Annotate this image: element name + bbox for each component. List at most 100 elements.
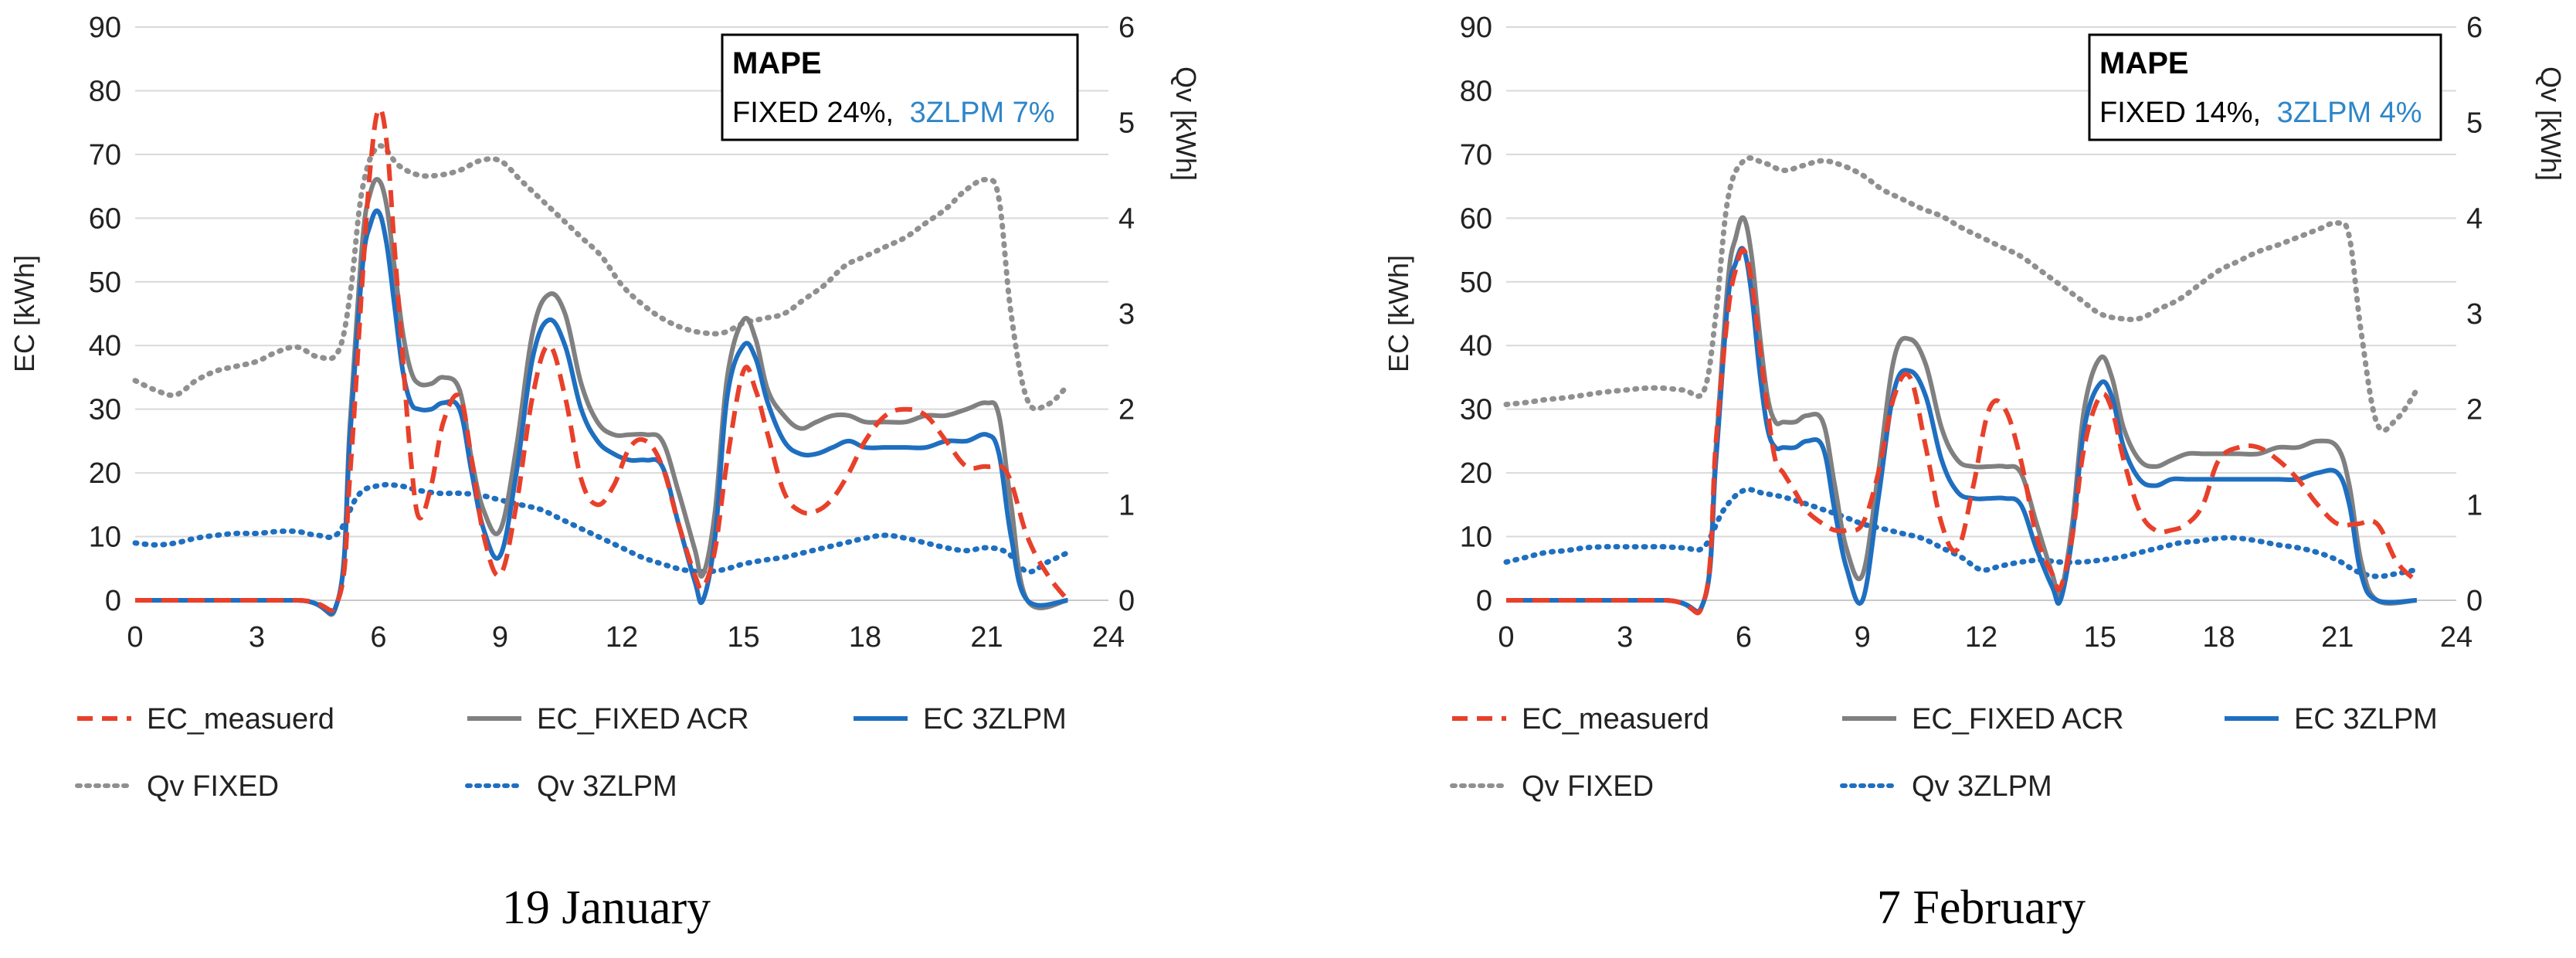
caption: 7 February — [1877, 882, 2086, 934]
left-y-tick-label: 40 — [89, 330, 121, 362]
x-tick-label: 3 — [1617, 621, 1633, 654]
x-tick-label: 18 — [849, 621, 881, 654]
right-y-tick-labels: 0 1 2 3 4 5 6 — [1118, 12, 1135, 617]
series-line-ec-3zlpm — [135, 208, 1068, 617]
series-line-qv-fixed — [132, 143, 1071, 413]
x-tick-label: 15 — [2084, 621, 2116, 654]
right-y-tick-label: 6 — [1118, 12, 1135, 44]
legend-label-ec-measured: EC_measuerd — [1522, 703, 1709, 735]
x-tick-label: 6 — [370, 621, 386, 654]
left-y-axis-title: EC [kWh] — [8, 255, 40, 372]
left-y-tick-label: 80 — [1460, 75, 1492, 107]
left-y-tick-label: 10 — [1460, 521, 1492, 554]
mape-box: MAPE FIXED 14%, 3ZLPM 4% — [2088, 33, 2442, 141]
x-tick-label: 24 — [1092, 621, 1125, 654]
right-y-tick-label: 5 — [1118, 107, 1135, 140]
mape-3zlpm: 3ZLPM 4% — [2277, 97, 2422, 129]
left-y-tick-labels: 0 10 20 30 40 50 60 70 80 90 — [89, 12, 121, 617]
legend-label-ec-measured: EC_measuerd — [147, 703, 334, 735]
x-tick-label: 21 — [970, 621, 1003, 654]
series-line-qv-3zlpm — [132, 481, 1071, 575]
mape-box-frame — [2088, 33, 2442, 141]
mape-3zlpm: 3ZLPM 7% — [910, 97, 1055, 129]
right-y-tick-label: 4 — [1118, 202, 1135, 235]
right-y-axis-title: Qv [kWh] — [2535, 66, 2567, 181]
left-y-axis-title: EC [kWh] — [1383, 255, 1414, 372]
gridlines — [1506, 26, 2456, 538]
left-y-tick-label: 70 — [1460, 139, 1492, 172]
x-tick-label: 0 — [1498, 621, 1514, 654]
x-tick-label: 0 — [127, 621, 143, 654]
right-y-tick-label: 0 — [2466, 585, 2483, 617]
right-y-tick-label: 6 — [2466, 12, 2483, 44]
right-y-tick-label: 0 — [1118, 585, 1135, 617]
right-y-tick-label: 2 — [2466, 394, 2483, 426]
right-y-tick-labels: 0 1 2 3 4 5 6 — [2466, 12, 2483, 617]
left-y-tick-label: 0 — [1476, 585, 1492, 617]
left-y-tick-label: 10 — [89, 521, 121, 554]
left-y-tick-label: 80 — [89, 75, 121, 107]
x-tick-label: 3 — [249, 621, 265, 654]
mape-title: MAPE — [732, 46, 822, 80]
left-y-tick-labels: 0 10 20 30 40 50 60 70 80 90 — [1460, 12, 1492, 617]
x-tick-label: 12 — [1965, 621, 1997, 654]
mape-box-frame — [721, 33, 1079, 141]
mape-fixed: FIXED 24%, — [732, 97, 894, 129]
legend-label-ec-3zlpm: EC 3ZLPM — [923, 703, 1067, 735]
legend-label-qv-3zlpm: Qv 3ZLPM — [1912, 770, 2052, 803]
legend-label-ec-3zlpm: EC 3ZLPM — [2294, 703, 2438, 735]
left-y-tick-label: 30 — [1460, 394, 1492, 426]
x-tick-label: 9 — [492, 621, 508, 654]
legend-label-qv-3zlpm: Qv 3ZLPM — [537, 770, 677, 803]
right-y-axis-title: Qv [kWh] — [1170, 66, 1202, 181]
left-y-tick-label: 70 — [89, 139, 121, 172]
right-y-tick-label: 2 — [1118, 394, 1135, 426]
x-tick-label: 18 — [2202, 621, 2235, 654]
right-y-tick-label: 5 — [2466, 107, 2483, 140]
x-tick-label: 12 — [606, 621, 638, 654]
left-y-tick-label: 90 — [89, 12, 121, 44]
series-lines — [1503, 155, 2420, 616]
left-y-tick-label: 50 — [89, 267, 121, 299]
left-y-tick-label: 60 — [1460, 202, 1492, 235]
left-y-tick-label: 20 — [1460, 457, 1492, 490]
right-y-tick-label: 3 — [1118, 298, 1135, 331]
series-line-ec-measuerd — [1506, 247, 2418, 616]
left-y-tick-label: 60 — [89, 202, 121, 235]
series-line-ec-fixed-acr — [1506, 215, 2418, 615]
x-tick-labels: 0 3 6 9 12 15 18 21 24 — [1498, 621, 2472, 654]
right-y-tick-label: 1 — [1118, 489, 1135, 521]
legend-label-ec-fixed: EC_FIXED ACR — [1912, 703, 2124, 735]
series-line-ec-fixed-acr — [135, 177, 1069, 617]
legend: EC_measuerd EC_FIXED ACR EC 3ZLPM Qv FIX… — [75, 703, 1067, 803]
x-tick-label: 24 — [2440, 621, 2472, 654]
legend: EC_measuerd EC_FIXED ACR EC 3ZLPM Qv FIX… — [1450, 703, 2438, 803]
series-line-qv-3zlpm — [1503, 487, 2420, 579]
legend-label-qv-fixed: Qv FIXED — [1522, 770, 1654, 803]
series-lines — [132, 106, 1071, 617]
mape-values: FIXED 24%, 3ZLPM 7% — [732, 97, 1055, 129]
mape-title: MAPE — [2099, 46, 2189, 80]
x-tick-labels: 0 3 6 9 12 15 18 21 24 — [127, 621, 1125, 654]
left-y-tick-label: 90 — [1460, 12, 1492, 44]
right-y-tick-label: 1 — [2466, 489, 2483, 521]
mape-fixed: FIXED 14%, — [2099, 97, 2261, 129]
right-y-tick-label: 4 — [2466, 202, 2483, 235]
x-tick-label: 9 — [1855, 621, 1871, 654]
x-tick-label: 21 — [2321, 621, 2354, 654]
caption: 19 January — [502, 882, 711, 934]
series-line-ec-measuerd — [135, 106, 1070, 613]
x-tick-label: 15 — [727, 621, 759, 654]
right-y-tick-label: 3 — [2466, 298, 2483, 331]
mape-values: FIXED 14%, 3ZLPM 4% — [2099, 97, 2422, 129]
mape-box: MAPE FIXED 24%, 3ZLPM 7% — [721, 33, 1079, 141]
legend-label-ec-fixed: EC_FIXED ACR — [537, 703, 749, 735]
left-y-tick-label: 0 — [105, 585, 121, 617]
legend-label-qv-fixed: Qv FIXED — [147, 770, 279, 803]
x-tick-label: 6 — [1736, 621, 1752, 654]
left-y-tick-label: 20 — [89, 457, 121, 490]
series-line-qv-fixed — [1503, 155, 2420, 433]
